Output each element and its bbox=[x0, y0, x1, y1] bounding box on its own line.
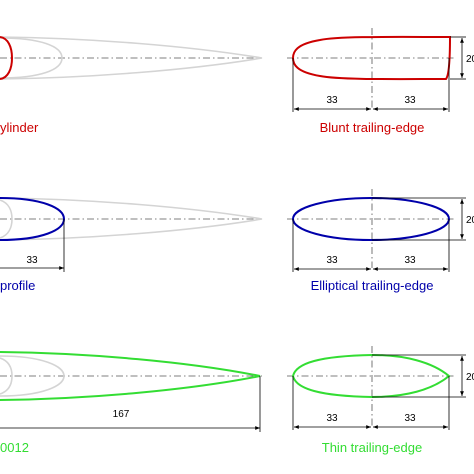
blunt-label: Blunt trailing-edge bbox=[320, 120, 425, 135]
cylinder-label: ylinder bbox=[0, 120, 39, 135]
naca-label: 0012 bbox=[0, 440, 29, 455]
height-dimension-value: 20 bbox=[466, 54, 474, 65]
reference-cylinder-outline bbox=[0, 357, 13, 395]
rear-dimension-value: 33 bbox=[404, 413, 416, 424]
reference-cylinder-outline bbox=[0, 199, 13, 239]
elliptical-label: Elliptical trailing-edge bbox=[311, 278, 434, 293]
rear-dimension-value: 33 bbox=[404, 255, 416, 266]
front-dimension-value: 33 bbox=[326, 413, 338, 424]
reference-airfoil-outline bbox=[0, 36, 263, 80]
rear-dimension-value: 33 bbox=[404, 95, 416, 106]
reference-ellipse-outline bbox=[0, 355, 65, 397]
cylinder-panel: ylinder bbox=[0, 36, 263, 135]
thin-label: Thin trailing-edge bbox=[322, 440, 422, 455]
reference-airfoil-outline bbox=[0, 197, 263, 241]
elliptical-panel: 33 33 20 Elliptical trailing-edge bbox=[287, 189, 474, 293]
naca-panel: 167 0012 bbox=[0, 351, 262, 455]
front-dimension-value: 33 bbox=[326, 95, 338, 106]
cylinder-outline bbox=[0, 36, 14, 80]
length-dimension-value: 33 bbox=[26, 255, 38, 266]
blunt-outline bbox=[291, 35, 452, 81]
blunt-panel: 33 33 20 Blunt trailing-edge bbox=[287, 28, 474, 135]
height-dimension-value: 20 bbox=[466, 215, 474, 226]
front-dimension-value: 33 bbox=[326, 255, 338, 266]
microprofile-label: profile bbox=[0, 278, 35, 293]
length-dimension-value: 167 bbox=[113, 409, 130, 420]
thin-panel: 33 33 20 Thin trailing-edge bbox=[287, 346, 474, 455]
microprofile-panel: 33 profile bbox=[0, 197, 263, 293]
height-dimension-value: 20 bbox=[466, 372, 474, 383]
reference-ellipse-outline bbox=[0, 37, 63, 79]
